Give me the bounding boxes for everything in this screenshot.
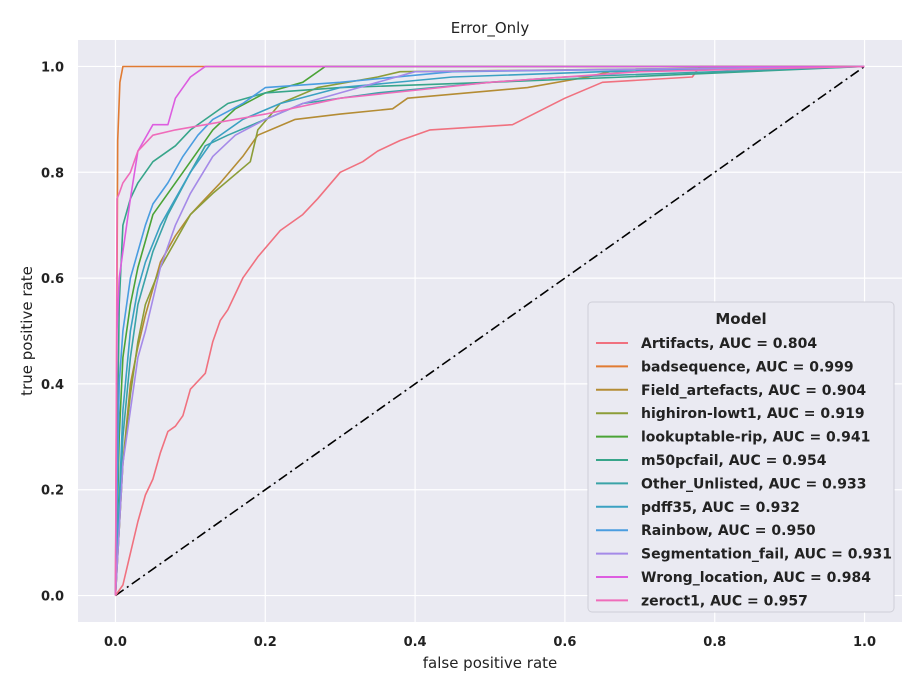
legend-box <box>587 301 895 613</box>
series-line-9 <box>114 65 865 596</box>
chance-diagonal-line <box>114 65 866 597</box>
series-line-10 <box>114 65 865 596</box>
series-line-7 <box>114 65 865 596</box>
y-tick-label: 0.8 <box>41 166 64 181</box>
series-line-8 <box>114 65 865 596</box>
legend-label: Artifacts, AUC = 0.804 <box>641 336 817 352</box>
series-line-0 <box>114 65 865 596</box>
x-tick-label: 0.2 <box>254 635 277 650</box>
y-tick-labels: 0.0 0.2 0.4 0.6 0.8 1.0 <box>41 60 64 604</box>
legend-label: Wrong_location, AUC = 0.984 <box>641 570 871 586</box>
series-line-5 <box>114 65 865 596</box>
legend-label: Segmentation_fail, AUC = 0.931 <box>641 547 892 563</box>
legend-label: m50pcfail, AUC = 0.954 <box>641 453 827 469</box>
x-tick-label: 1.0 <box>853 635 876 650</box>
x-tick-label: 0.8 <box>703 635 726 650</box>
y-axis-label: true positive rate <box>18 266 36 396</box>
series-line-2 <box>114 65 865 596</box>
y-tick-label: 0.6 <box>41 272 64 287</box>
y-tick-label: 0.2 <box>41 484 64 499</box>
chart-title: Error_Only <box>451 19 530 38</box>
grid <box>78 40 902 622</box>
x-tick-label: 0.4 <box>404 635 427 650</box>
legend-items: Artifacts, AUC = 0.804 badsequence, AUC =… <box>596 336 892 609</box>
y-tick-label: 0.4 <box>41 378 64 393</box>
legend-label: Rainbow, AUC = 0.950 <box>641 523 816 539</box>
legend-title: Model <box>715 310 766 328</box>
series-lines <box>114 65 865 596</box>
legend-label: highiron-lowt1, AUC = 0.919 <box>641 406 865 422</box>
legend-label: zeroct1, AUC = 0.957 <box>641 593 808 609</box>
series-line-4 <box>114 65 865 596</box>
series-line-11 <box>114 65 865 596</box>
legend-label: pdff35, AUC = 0.932 <box>641 500 800 516</box>
legend-label: Other_Unlisted, AUC = 0.933 <box>641 476 866 492</box>
y-tick-label: 0.0 <box>41 590 64 605</box>
legend-label: badsequence, AUC = 0.999 <box>641 359 854 375</box>
legend: Model Artifacts, AUC = 0.804 badsequence,… <box>587 301 895 613</box>
x-axis-label: false positive rate <box>423 654 558 672</box>
x-tick-labels: 0.0 0.2 0.4 0.6 0.8 1.0 <box>104 635 876 650</box>
legend-label: lookuptable-rip, AUC = 0.941 <box>641 430 870 446</box>
x-tick-label: 0.0 <box>104 635 127 650</box>
x-tick-label: 0.6 <box>553 635 576 650</box>
legend-label: Field_artefacts, AUC = 0.904 <box>641 383 866 399</box>
y-tick-label: 1.0 <box>41 60 64 75</box>
